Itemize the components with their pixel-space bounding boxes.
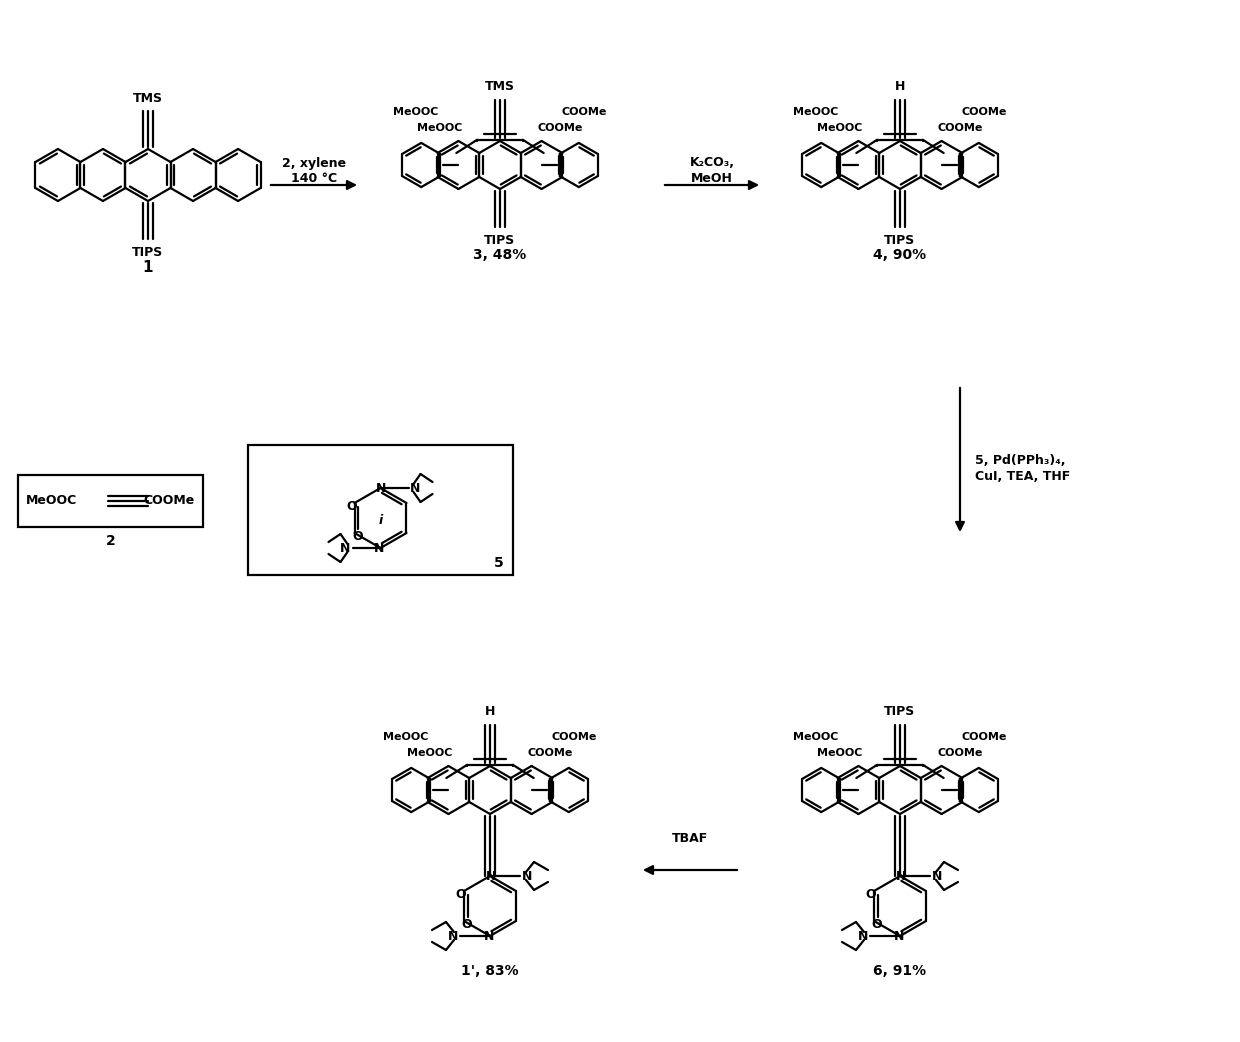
Text: MeOOC: MeOOC [417,123,463,132]
Text: 6, 91%: 6, 91% [873,964,926,978]
Text: N: N [484,929,495,943]
Text: N: N [486,869,496,883]
Text: COOMe: COOMe [962,731,1007,742]
Text: i: i [378,515,383,527]
Text: N: N [894,929,904,943]
Text: COOMe: COOMe [538,123,583,132]
Text: TBAF: TBAF [672,832,708,844]
Text: MeOH: MeOH [691,172,733,184]
Text: N: N [410,481,420,495]
Text: TMS: TMS [133,92,162,104]
Text: N: N [340,542,351,554]
Text: MeOOC: MeOOC [407,748,453,758]
Text: MeOOC: MeOOC [393,106,438,117]
Text: COOMe: COOMe [937,748,983,758]
Text: TMS: TMS [485,80,515,94]
Text: TIPS: TIPS [133,246,164,258]
Bar [248,445,513,575]
Text: COOMe: COOMe [528,748,573,758]
Text: O: O [352,529,363,543]
Text: COOMe: COOMe [937,123,983,132]
Text: MeOOC: MeOOC [817,748,862,758]
Text: MeOOC: MeOOC [792,731,838,742]
Text: TIPS: TIPS [485,233,516,247]
Text: N: N [374,542,384,554]
Text: COOMe: COOMe [562,106,608,117]
Text: O: O [866,888,877,900]
Text: 1: 1 [143,259,154,274]
Text: 1', 83%: 1', 83% [461,964,518,978]
Text: O: O [872,918,883,931]
Text: N: N [522,869,532,883]
Text: N: N [376,481,387,495]
Text: 5: 5 [494,556,503,570]
Text: MeOOC: MeOOC [817,123,862,132]
Text: N: N [858,929,868,943]
Text: MeOOC: MeOOC [26,495,77,507]
Text: MeOOC: MeOOC [383,731,428,742]
Text: 4, 90%: 4, 90% [873,248,926,262]
Text: O: O [456,888,466,900]
Text: 3, 48%: 3, 48% [474,248,527,262]
Text: TIPS: TIPS [884,233,915,247]
Text: 2: 2 [105,534,115,548]
Text: COOMe: COOMe [144,495,195,507]
Text: K₂CO₃,: K₂CO₃, [689,156,734,170]
Text: COOMe: COOMe [552,731,598,742]
Text: MeOOC: MeOOC [792,106,838,117]
Text: O: O [461,918,472,931]
Text: N: N [931,869,942,883]
Text: TIPS: TIPS [884,705,915,718]
Text: N: N [895,869,906,883]
Text: 5, Pd(PPh₃)₄,: 5, Pd(PPh₃)₄, [975,453,1065,467]
Text: COOMe: COOMe [962,106,1007,117]
Text: H: H [895,80,905,94]
Text: CuI, TEA, THF: CuI, TEA, THF [975,470,1070,482]
Text: H: H [485,705,495,718]
Text: O: O [346,499,357,513]
Text: N: N [448,929,459,943]
Bar [19,475,203,527]
Text: 140 °C: 140 °C [291,172,337,184]
Text: 2, xylene: 2, xylene [281,156,346,170]
